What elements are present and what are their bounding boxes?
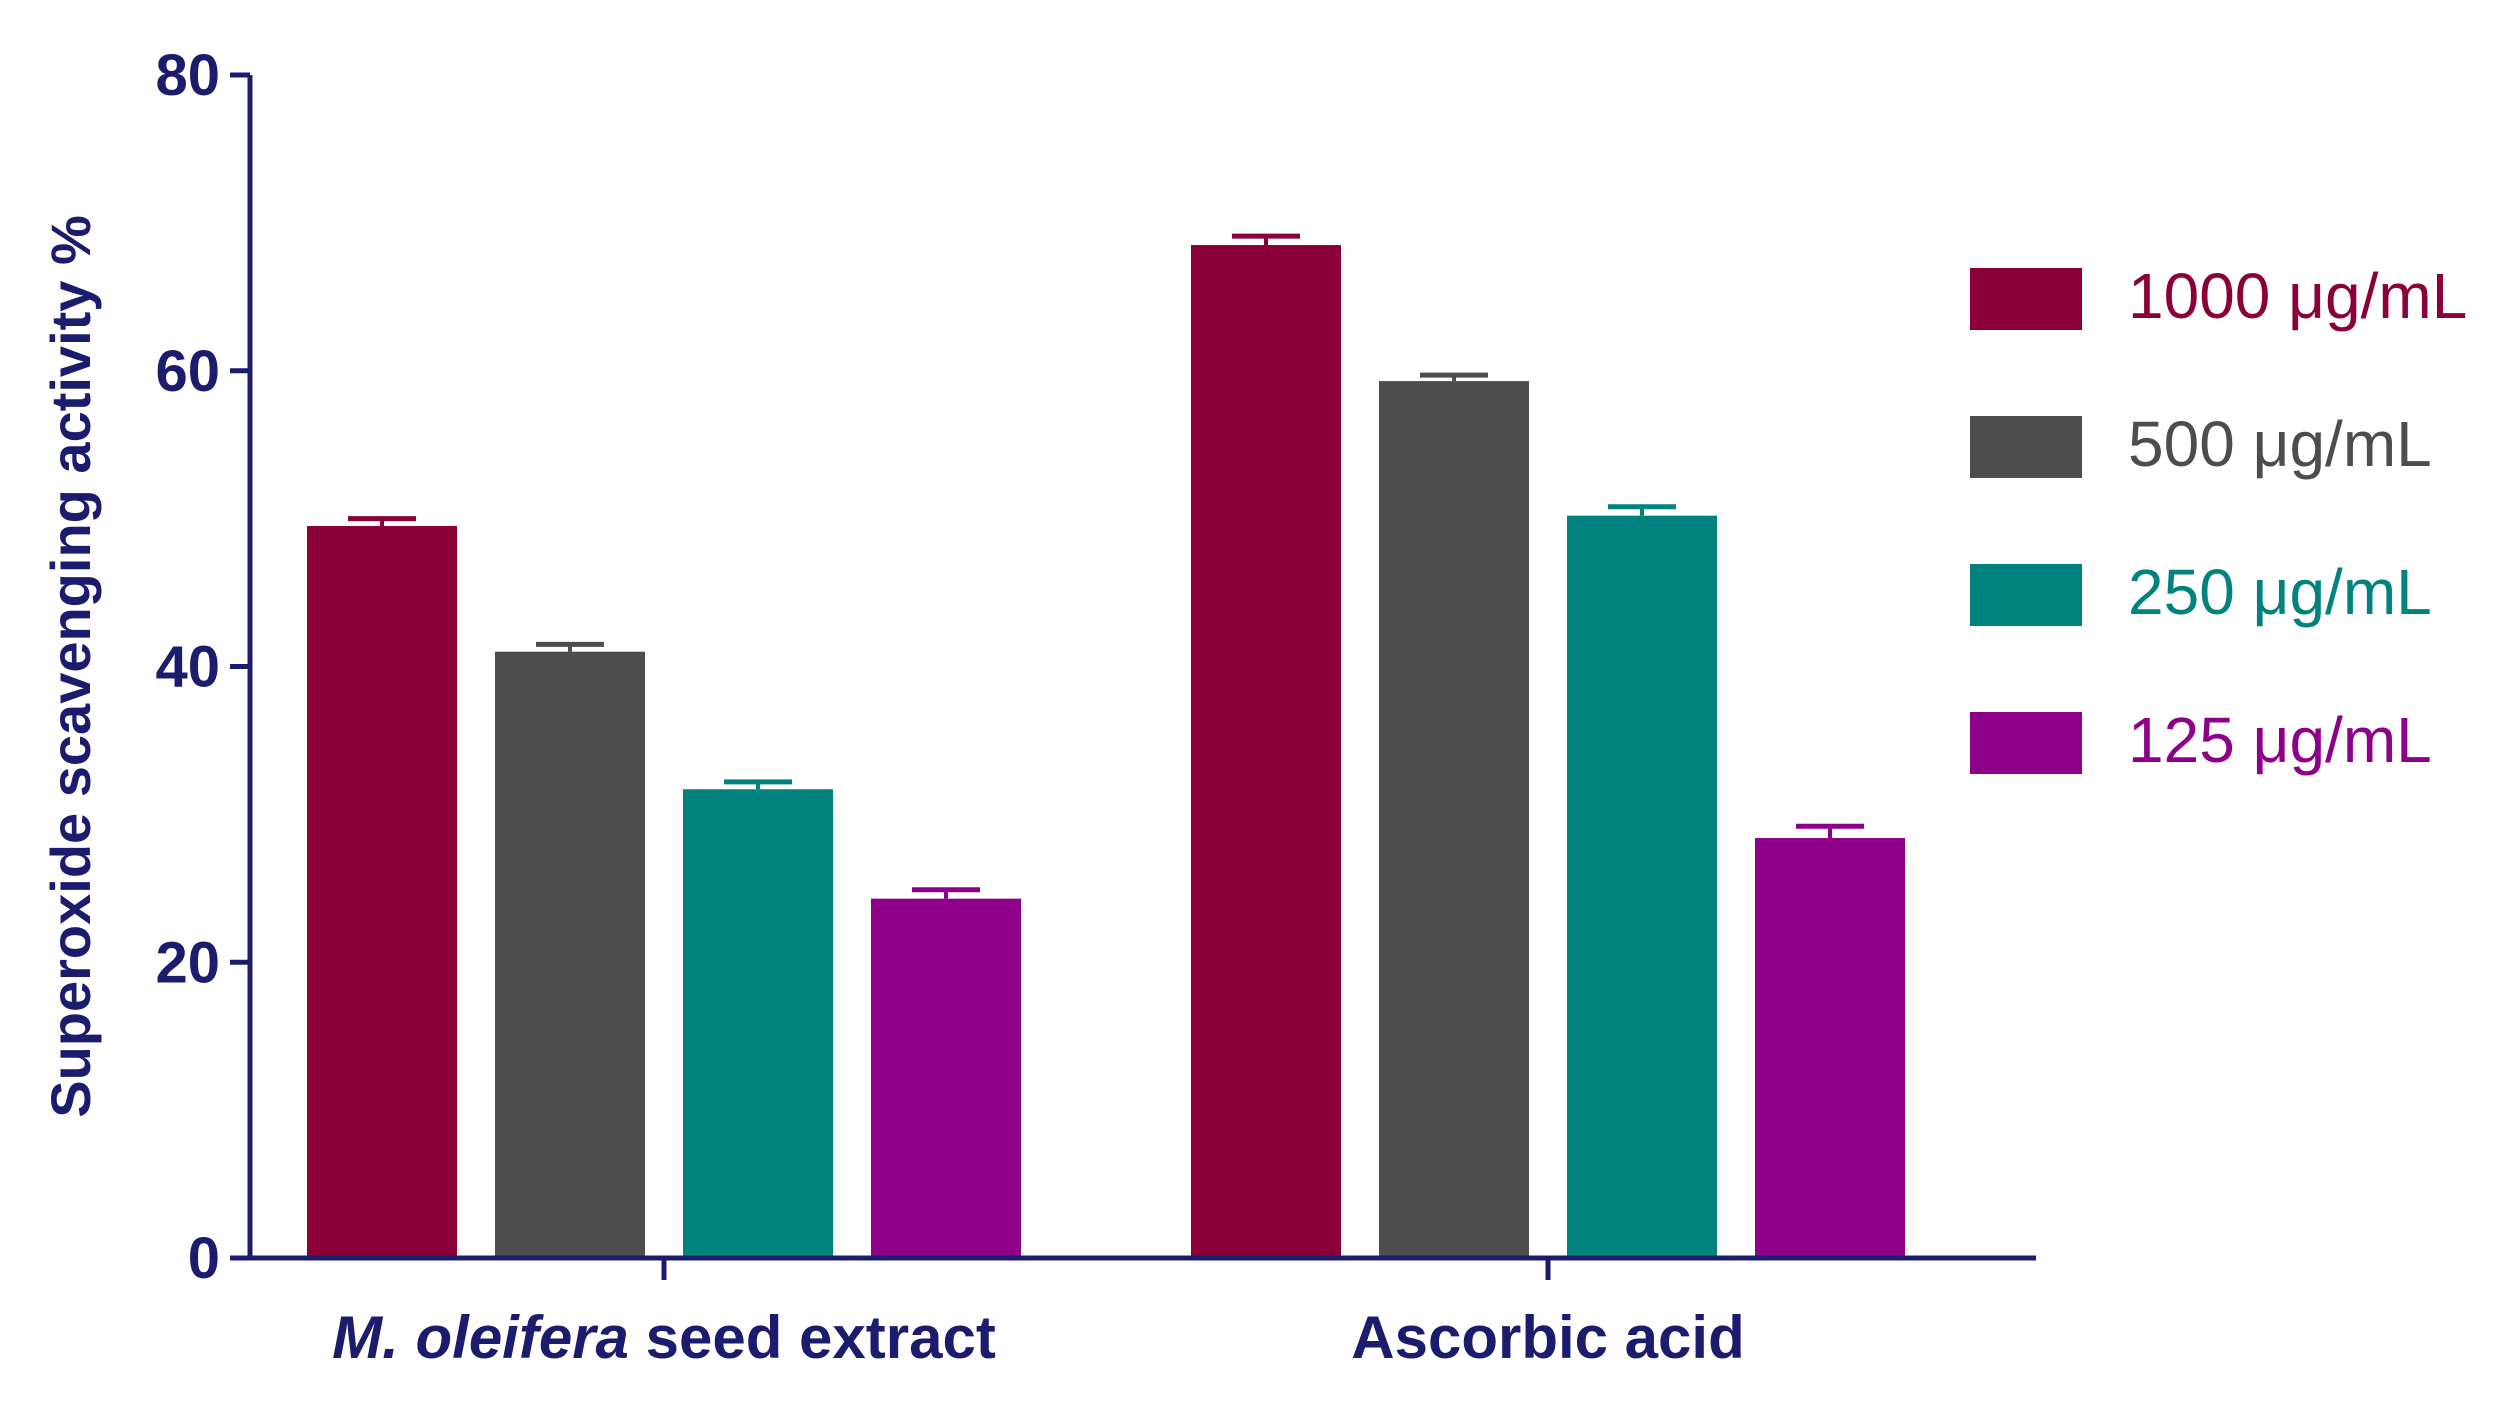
legend-label-1: 1000 μg/mL — [2128, 260, 2467, 332]
bars-layer — [307, 233, 1905, 1258]
bar-3-2 — [1567, 515, 1717, 1258]
y-tick-label-20: 20 — [155, 930, 220, 995]
axes-layer: 0 20 40 60 80 M. oleifera seed extract Ascorbi… — [39, 43, 2036, 1371]
y-axis-title: Superoxide scavenging activity % — [39, 215, 102, 1118]
legend-swatch-1 — [1970, 268, 2082, 330]
legend-label-2: 500 μg/mL — [2128, 408, 2432, 480]
category-label-2: Ascorbic acid — [1351, 1304, 1745, 1371]
bar-2-1 — [495, 651, 645, 1258]
legend-label-3: 250 μg/mL — [2128, 556, 2432, 628]
bar-2-2 — [1379, 381, 1529, 1258]
bar-4-1 — [871, 898, 1021, 1258]
legend: 1000 μg/mL 500 μg/mL 250 μg/mL 125 μg/mL — [1970, 260, 2467, 776]
bar-1-1 — [307, 526, 457, 1258]
y-tick-label-60: 60 — [155, 339, 220, 404]
legend-swatch-2 — [1970, 416, 2082, 478]
y-tick-label-40: 40 — [155, 635, 220, 700]
y-tick-label-0: 0 — [188, 1226, 220, 1291]
legend-swatch-3 — [1970, 564, 2082, 626]
legend-swatch-4 — [1970, 712, 2082, 774]
category-label-1-italic: M. oleifera — [332, 1304, 629, 1371]
category-label-1: M. oleifera seed extract — [332, 1304, 996, 1371]
y-tick-label-80: 80 — [155, 43, 220, 108]
category-label-2-text: Ascorbic acid — [1351, 1304, 1745, 1371]
bar-1-2 — [1191, 245, 1341, 1258]
category-label-1-text: seed extract — [629, 1304, 996, 1371]
bar-4-2 — [1755, 838, 1905, 1258]
bar-3-1 — [683, 789, 833, 1258]
legend-label-4: 125 μg/mL — [2128, 704, 2432, 776]
